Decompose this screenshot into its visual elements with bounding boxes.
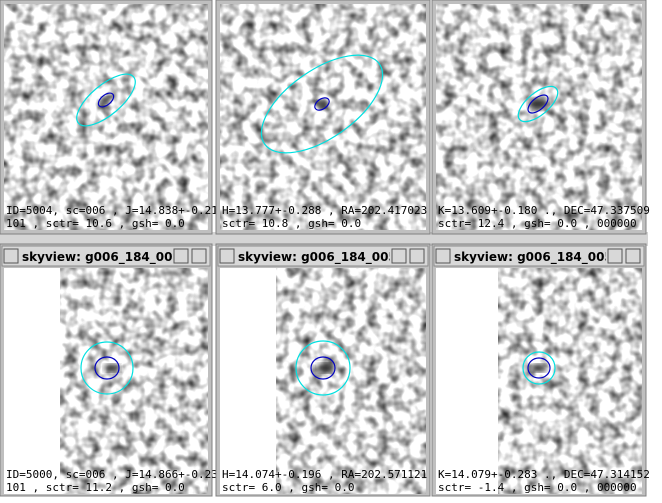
source-blob <box>317 363 335 373</box>
title-bar <box>1 245 211 267</box>
sky-noise <box>4 4 208 230</box>
aperture <box>517 85 559 123</box>
info-line: 101 , sctr= 11.2 , gsh= 0.0 <box>6 481 185 494</box>
info-line: sctr= 6.0 , gsh= 0.0 <box>222 481 354 494</box>
sky-noise <box>220 4 426 230</box>
title-bar <box>217 245 429 267</box>
minimize-button[interactable] <box>607 248 623 264</box>
minimize-button[interactable] <box>173 248 189 264</box>
info-line: ID=5000, sc=006 , J=14.866+-0.237 <box>6 468 225 481</box>
info-line: H=14.074+-0.196 , RA=202.571121 <box>222 468 427 481</box>
window-title: skyview: g006_184_0050 <box>238 250 405 265</box>
window-title: skyview: g006_184_0050 <box>22 250 189 265</box>
aperture <box>97 92 115 108</box>
aperture <box>527 94 549 114</box>
aperture <box>314 97 330 111</box>
sky-noise <box>60 268 208 494</box>
source-blob <box>531 364 547 372</box>
aperture <box>522 351 556 385</box>
separator <box>0 232 648 246</box>
window-menu-button[interactable] <box>219 248 235 264</box>
aperture <box>295 340 351 396</box>
maximize-button[interactable] <box>191 248 207 264</box>
title-bar <box>433 245 645 267</box>
info-line: sctr= 10.8 , gsh= 0.0 <box>222 217 361 230</box>
info-line: H=13.777+-0.288 , RA=202.417023 <box>222 204 427 217</box>
info-line: sctr= 12.4 , gsh= 0.0 , 000000 <box>438 217 637 230</box>
minimize-button[interactable] <box>391 248 407 264</box>
source-blob <box>104 364 120 372</box>
sky-noise <box>276 268 426 494</box>
window-title: skyview: g006_184_0050 <box>454 250 621 265</box>
aperture <box>260 54 384 154</box>
info-line: 101 , sctr= 10.6 , gsh= 0.0 <box>6 217 185 230</box>
aperture <box>527 357 551 379</box>
maximize-button[interactable] <box>409 248 425 264</box>
sky-noise <box>498 268 642 494</box>
info-line: ID=5004, sc=006 , J=14.838+-0.212 <box>6 204 225 217</box>
aperture <box>310 356 336 380</box>
source-blob <box>528 98 548 110</box>
aperture <box>76 73 136 127</box>
window-menu-button[interactable] <box>435 248 451 264</box>
sky-panel: skyview: g006_184_0050 K=14.079+-0.283 .,… <box>431 243 650 497</box>
info-line: K=13.609+-0.180 ., DEC=47.337509 <box>438 204 650 217</box>
info-line: sctr= -1.4 , gsh= 0.0 , 000000 <box>438 481 637 494</box>
info-line: K=14.079+-0.283 ., DEC=47.314152 <box>438 468 650 481</box>
sky-panel: skyview: g006_184_0050 H=14.074+-0.196 , … <box>215 243 431 497</box>
source-blob <box>101 97 111 103</box>
window-menu-button[interactable] <box>3 248 19 264</box>
source-blob <box>317 100 327 108</box>
aperture <box>80 341 134 395</box>
aperture <box>94 356 120 380</box>
maximize-button[interactable] <box>625 248 641 264</box>
sky-panel: skyview: g006_184_0050 ID=5000, sc=006 , … <box>0 243 225 497</box>
